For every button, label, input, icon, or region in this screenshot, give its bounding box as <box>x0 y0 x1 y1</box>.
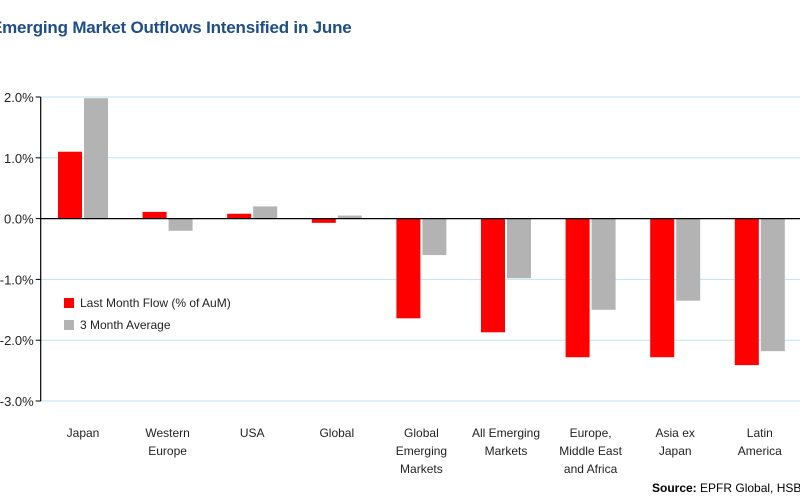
bar-3-month-avg <box>337 215 362 219</box>
y-tick-label: -3.0% <box>0 394 34 409</box>
bar-3-month-avg <box>760 218 785 352</box>
bar-last-month <box>142 211 167 219</box>
x-tick-label: Japan <box>67 426 100 440</box>
bar-3-month-avg <box>422 218 447 256</box>
y-tick-label: 1.0% <box>4 151 34 166</box>
bar-last-month <box>650 218 675 358</box>
bar-last-month <box>565 218 590 358</box>
legend-swatch-red <box>64 298 74 308</box>
bar-3-month-avg <box>84 98 108 219</box>
bar-3-month-avg <box>168 218 193 231</box>
x-tick-label: Global <box>319 426 354 440</box>
source-label: Source: <box>652 481 697 495</box>
legend: Last Month Flow (% of AuM) 3 Month Avera… <box>64 292 231 336</box>
y-tick-label: -1.0% <box>0 272 34 287</box>
legend-item-last-month: Last Month Flow (% of AuM) <box>64 292 231 314</box>
legend-item-3-month: 3 Month Average <box>64 314 231 336</box>
x-tick-label: All Emerging Markets <box>472 426 540 458</box>
y-tick-label: -2.0% <box>0 333 34 348</box>
bar-3-month-avg <box>253 206 278 219</box>
x-tick-label: Europe, Middle East and Africa <box>559 426 622 476</box>
bar-last-month <box>311 218 336 223</box>
bar-last-month <box>58 151 82 219</box>
x-tick-label: USA <box>240 426 265 440</box>
y-tick-label: 0.0% <box>4 212 34 227</box>
bar-last-month <box>481 218 505 333</box>
bar-last-month <box>734 218 759 366</box>
x-tick-label: Global Emerging Markets <box>396 426 447 476</box>
x-tick-label: Asia ex Japan <box>656 426 695 458</box>
x-tick-label: Latin America <box>738 426 782 458</box>
y-tick-label: 2.0% <box>4 90 34 105</box>
chart-title: Emerging Market Outflows Intensified in … <box>0 18 352 37</box>
legend-label: Last Month Flow (% of AuM) <box>80 296 231 310</box>
legend-label: 3 Month Average <box>80 318 171 332</box>
bar-last-month <box>396 218 421 319</box>
bar-3-month-avg <box>507 218 531 279</box>
source-note: Source: EPFR Global, HSBC <box>652 481 800 495</box>
x-tick-label: Western Europe <box>145 426 189 458</box>
bar-3-month-avg <box>676 218 701 301</box>
source-text: EPFR Global, HSBC <box>700 481 800 495</box>
legend-swatch-gray <box>64 320 74 330</box>
bar-last-month <box>227 213 252 219</box>
bar-3-month-avg <box>591 218 616 310</box>
